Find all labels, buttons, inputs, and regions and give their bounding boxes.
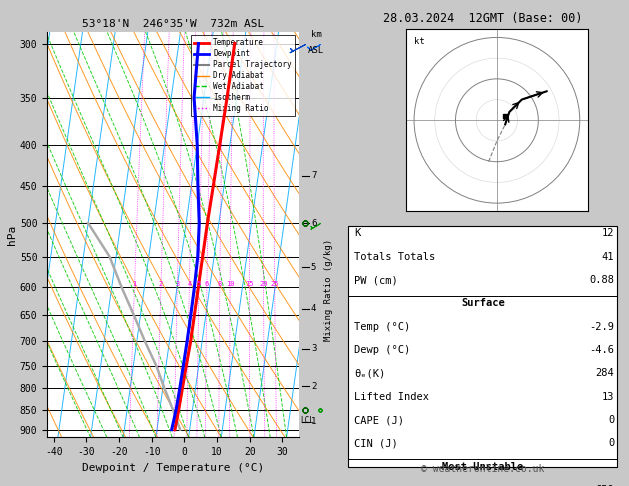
Text: 3: 3 xyxy=(175,281,179,287)
Text: 5: 5 xyxy=(311,263,316,272)
Text: Dewp (°C): Dewp (°C) xyxy=(354,345,410,355)
Text: 5: 5 xyxy=(197,281,201,287)
X-axis label: Dewpoint / Temperature (°C): Dewpoint / Temperature (°C) xyxy=(82,463,264,473)
Text: θₑ(K): θₑ(K) xyxy=(354,368,386,379)
Legend: Temperature, Dewpoint, Parcel Trajectory, Dry Adiabat, Wet Adiabat, Isotherm, Mi: Temperature, Dewpoint, Parcel Trajectory… xyxy=(191,35,295,116)
Y-axis label: hPa: hPa xyxy=(7,225,17,244)
Text: CIN (J): CIN (J) xyxy=(354,438,398,449)
Text: K: K xyxy=(354,228,360,239)
Text: ASL: ASL xyxy=(308,46,324,55)
Text: 12: 12 xyxy=(602,228,615,239)
Text: 650: 650 xyxy=(596,485,615,486)
Text: 20: 20 xyxy=(259,281,268,287)
Text: -2.9: -2.9 xyxy=(589,322,615,332)
Text: Surface: Surface xyxy=(461,298,504,309)
Bar xyxy=(348,226,617,467)
Title: 53°18'N  246°35'W  732m ASL: 53°18'N 246°35'W 732m ASL xyxy=(82,19,264,30)
Text: Most Unstable: Most Unstable xyxy=(442,462,523,472)
Text: PW (cm): PW (cm) xyxy=(354,275,398,285)
Text: Pressure (mb): Pressure (mb) xyxy=(354,485,435,486)
Text: CAPE (J): CAPE (J) xyxy=(354,415,404,425)
Text: 4: 4 xyxy=(311,304,316,313)
Text: kt: kt xyxy=(414,37,425,47)
Text: © weatheronline.co.uk: © weatheronline.co.uk xyxy=(421,464,545,474)
Text: 6: 6 xyxy=(311,219,316,227)
Text: 284: 284 xyxy=(596,368,615,379)
Text: -4.6: -4.6 xyxy=(589,345,615,355)
Text: 10: 10 xyxy=(226,281,235,287)
Text: 0: 0 xyxy=(608,415,615,425)
Text: 0: 0 xyxy=(608,438,615,449)
Text: Mixing Ratio (g/kg): Mixing Ratio (g/kg) xyxy=(324,239,333,341)
Text: 28.03.2024  12GMT (Base: 00): 28.03.2024 12GMT (Base: 00) xyxy=(383,12,582,25)
Text: 3: 3 xyxy=(311,344,316,353)
Text: 2: 2 xyxy=(311,382,316,391)
Text: 4: 4 xyxy=(187,281,191,287)
Text: Lifted Index: Lifted Index xyxy=(354,392,429,402)
Text: Totals Totals: Totals Totals xyxy=(354,252,435,262)
Text: 25: 25 xyxy=(270,281,279,287)
Text: 8: 8 xyxy=(218,281,222,287)
Text: 1: 1 xyxy=(311,417,316,426)
Text: 6: 6 xyxy=(205,281,209,287)
Text: 41: 41 xyxy=(602,252,615,262)
Text: 7: 7 xyxy=(311,171,316,180)
Text: 15: 15 xyxy=(245,281,253,287)
Text: km: km xyxy=(311,30,321,39)
Text: LCL: LCL xyxy=(301,417,314,425)
Text: Temp (°C): Temp (°C) xyxy=(354,322,410,332)
Text: 2: 2 xyxy=(159,281,163,287)
Text: 1: 1 xyxy=(132,281,136,287)
Text: 13: 13 xyxy=(602,392,615,402)
Text: 0.88: 0.88 xyxy=(589,275,615,285)
